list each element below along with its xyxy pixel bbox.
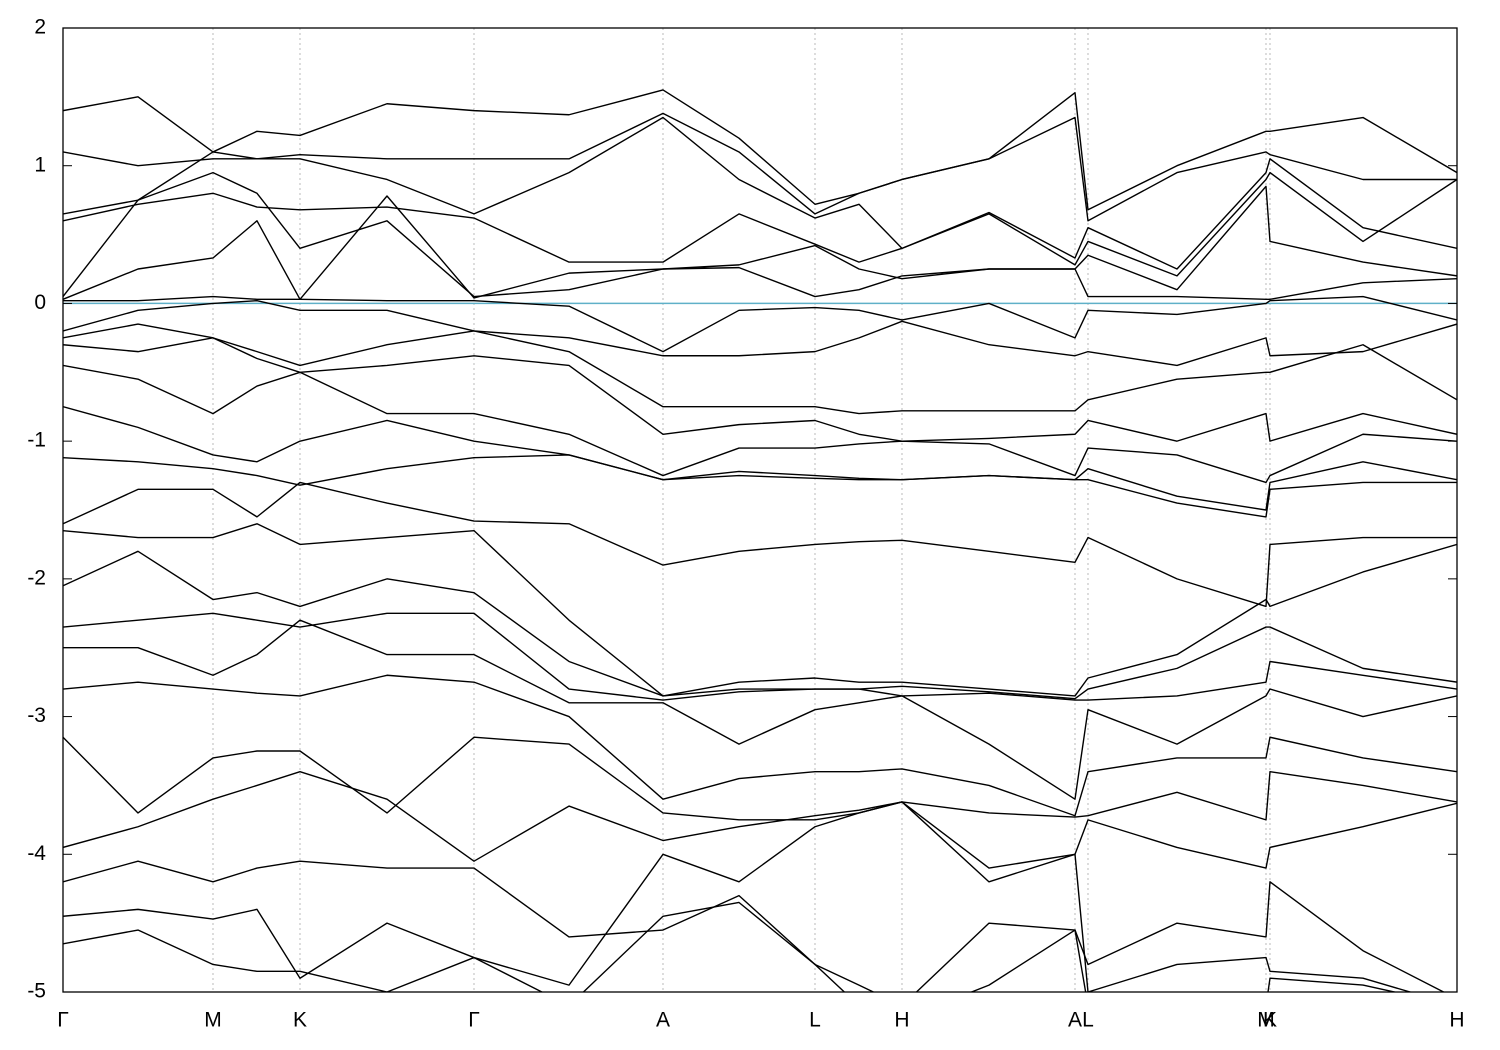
band-line <box>63 550 1457 700</box>
band-line <box>63 295 1457 353</box>
y-tick-label: -1 <box>27 429 46 452</box>
x-tick-label: A <box>656 1009 670 1032</box>
band-line <box>63 770 1457 869</box>
band-line <box>63 337 1457 442</box>
y-tick-label: 2 <box>34 16 46 39</box>
band-line <box>63 619 1457 800</box>
y-tick-label: 1 <box>34 153 46 176</box>
band-line <box>63 736 1457 821</box>
band-line <box>63 801 1413 992</box>
x-tick-label: H <box>1449 1009 1464 1032</box>
x-tick-label: A <box>1068 1009 1082 1032</box>
band-line <box>63 116 1457 270</box>
band-line <box>63 674 1457 817</box>
x-tick-label: L <box>1082 1009 1094 1032</box>
y-tick-label: -2 <box>27 566 46 589</box>
bands <box>63 89 1457 992</box>
y-tick-label: -5 <box>27 980 46 1003</box>
band-line <box>63 364 1457 484</box>
x-tick-label: M <box>204 1009 222 1032</box>
band-line <box>63 89 1457 211</box>
band-line <box>63 195 1457 300</box>
band-line <box>63 299 1457 367</box>
x-tick-label: K <box>1263 1009 1277 1032</box>
band-line <box>63 406 1457 511</box>
band-line <box>63 112 1457 222</box>
band-line <box>63 454 1457 518</box>
x-tick-label: M <box>1257 1009 1275 1032</box>
band-line <box>63 901 1398 992</box>
x-tick-label: H <box>894 1009 909 1032</box>
plot-frame <box>62 27 1458 993</box>
band-line <box>63 481 1457 608</box>
x-tick-label: Γ <box>57 1009 69 1032</box>
grid <box>62 28 1458 992</box>
band-line <box>63 171 1457 277</box>
x-tick-label: Γ <box>468 1009 480 1032</box>
band-line <box>63 171 1457 298</box>
x-tick-label: K <box>293 1009 307 1032</box>
x-tick-label: L <box>809 1009 821 1032</box>
band-line <box>63 612 1457 701</box>
y-tick-label: -4 <box>27 842 46 865</box>
band-line <box>63 323 1457 415</box>
y-tick-label: 0 <box>34 291 46 314</box>
y-tick-label: -3 <box>27 704 46 727</box>
band-line <box>63 523 1457 697</box>
